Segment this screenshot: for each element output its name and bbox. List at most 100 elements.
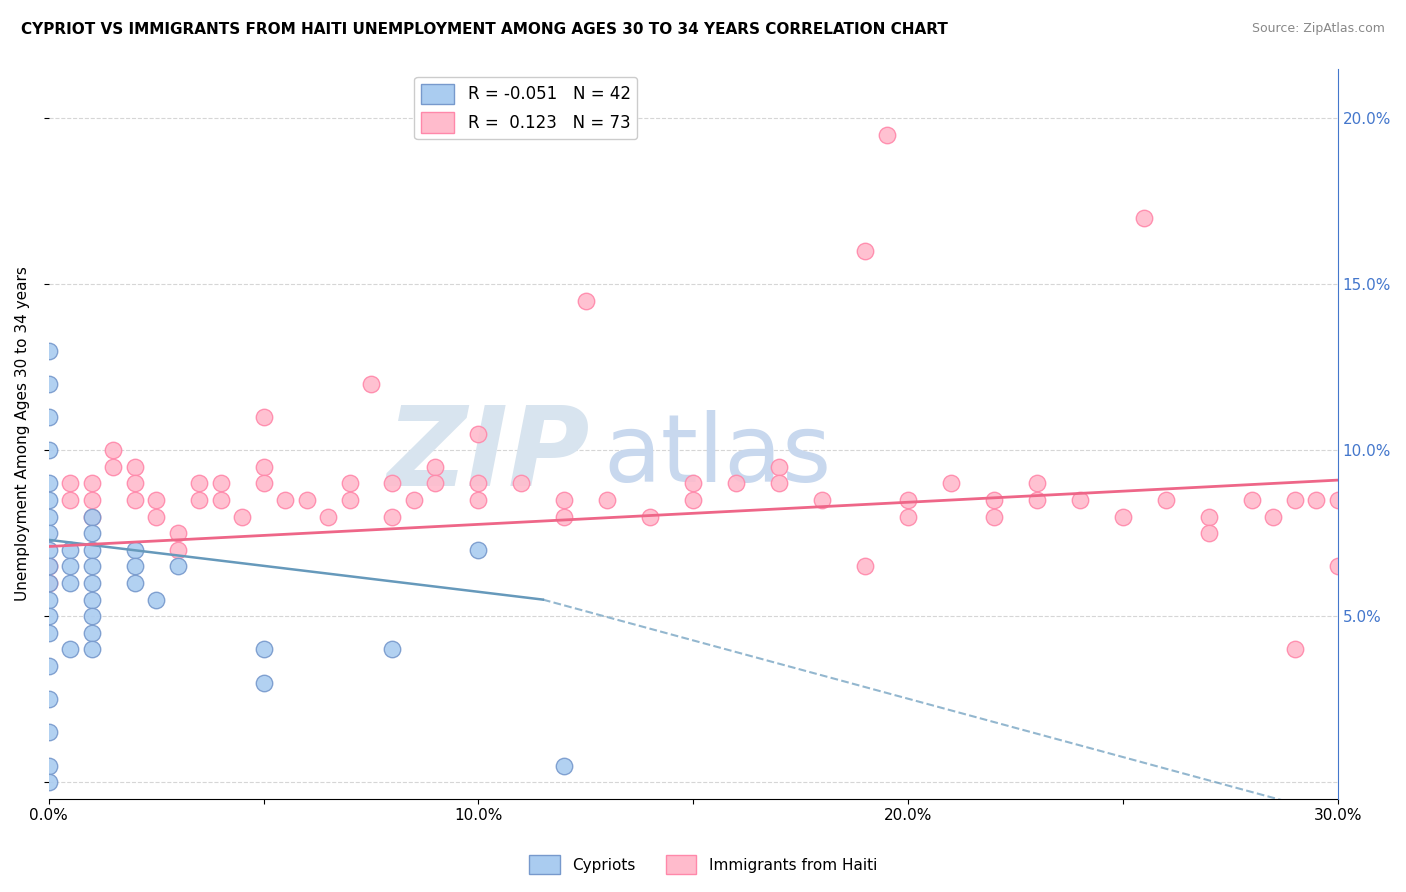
Point bbox=[360, 376, 382, 391]
Point bbox=[166, 559, 188, 574]
Point bbox=[553, 493, 575, 508]
Point bbox=[38, 559, 60, 574]
Point bbox=[983, 509, 1005, 524]
Point bbox=[1240, 493, 1263, 508]
Text: Source: ZipAtlas.com: Source: ZipAtlas.com bbox=[1251, 22, 1385, 36]
Point bbox=[38, 576, 60, 591]
Point bbox=[59, 542, 82, 557]
Point bbox=[1305, 493, 1327, 508]
Point bbox=[1133, 211, 1156, 225]
Point bbox=[145, 509, 167, 524]
Text: CYPRIOT VS IMMIGRANTS FROM HAITI UNEMPLOYMENT AMONG AGES 30 TO 34 YEARS CORRELAT: CYPRIOT VS IMMIGRANTS FROM HAITI UNEMPLO… bbox=[21, 22, 948, 37]
Point bbox=[38, 576, 60, 591]
Point bbox=[1069, 493, 1091, 508]
Point bbox=[876, 128, 898, 142]
Point bbox=[103, 443, 125, 458]
Point bbox=[316, 509, 339, 524]
Point bbox=[682, 476, 704, 491]
Point bbox=[124, 542, 146, 557]
Point bbox=[38, 758, 60, 772]
Point bbox=[145, 592, 167, 607]
Point bbox=[1326, 559, 1348, 574]
Point bbox=[1198, 526, 1220, 541]
Point bbox=[124, 559, 146, 574]
Point bbox=[1026, 493, 1049, 508]
Point bbox=[252, 410, 274, 425]
Point bbox=[80, 592, 103, 607]
Point bbox=[425, 476, 447, 491]
Point bbox=[811, 493, 834, 508]
Point bbox=[725, 476, 748, 491]
Point bbox=[80, 493, 103, 508]
Point bbox=[339, 476, 361, 491]
Point bbox=[103, 459, 125, 474]
Point bbox=[38, 625, 60, 640]
Point bbox=[124, 576, 146, 591]
Point bbox=[80, 509, 103, 524]
Point bbox=[80, 476, 103, 491]
Point bbox=[510, 476, 533, 491]
Text: ZIP: ZIP bbox=[387, 402, 591, 509]
Point bbox=[274, 493, 297, 508]
Point bbox=[38, 592, 60, 607]
Point bbox=[80, 642, 103, 657]
Point bbox=[38, 725, 60, 739]
Point bbox=[553, 758, 575, 772]
Point bbox=[80, 609, 103, 624]
Point bbox=[252, 675, 274, 690]
Point bbox=[145, 493, 167, 508]
Point bbox=[38, 692, 60, 706]
Point bbox=[897, 493, 920, 508]
Point bbox=[467, 426, 489, 441]
Point bbox=[1326, 493, 1348, 508]
Point bbox=[853, 559, 876, 574]
Point bbox=[381, 642, 404, 657]
Point bbox=[231, 509, 253, 524]
Text: atlas: atlas bbox=[603, 409, 831, 501]
Point bbox=[38, 775, 60, 789]
Point bbox=[252, 476, 274, 491]
Point bbox=[596, 493, 619, 508]
Point bbox=[467, 476, 489, 491]
Point bbox=[939, 476, 962, 491]
Point bbox=[59, 576, 82, 591]
Point bbox=[553, 509, 575, 524]
Point bbox=[252, 459, 274, 474]
Point bbox=[381, 509, 404, 524]
Point bbox=[80, 542, 103, 557]
Point bbox=[1026, 476, 1049, 491]
Point bbox=[124, 493, 146, 508]
Point bbox=[1284, 493, 1306, 508]
Point bbox=[80, 526, 103, 541]
Point bbox=[80, 576, 103, 591]
Point bbox=[575, 293, 598, 308]
Point bbox=[124, 459, 146, 474]
Point bbox=[38, 410, 60, 425]
Point bbox=[59, 493, 82, 508]
Point bbox=[80, 509, 103, 524]
Point bbox=[166, 526, 188, 541]
Point bbox=[381, 476, 404, 491]
Point bbox=[1263, 509, 1285, 524]
Point bbox=[1154, 493, 1177, 508]
Point bbox=[80, 559, 103, 574]
Point bbox=[682, 493, 704, 508]
Point bbox=[59, 642, 82, 657]
Point bbox=[768, 476, 790, 491]
Point bbox=[38, 343, 60, 358]
Point bbox=[209, 476, 232, 491]
Point bbox=[38, 526, 60, 541]
Point bbox=[188, 493, 211, 508]
Point bbox=[38, 609, 60, 624]
Legend: Cypriots, Immigrants from Haiti: Cypriots, Immigrants from Haiti bbox=[523, 849, 883, 880]
Point bbox=[166, 542, 188, 557]
Point bbox=[768, 459, 790, 474]
Point bbox=[38, 542, 60, 557]
Point bbox=[38, 443, 60, 458]
Point bbox=[38, 659, 60, 673]
Point bbox=[38, 559, 60, 574]
Point bbox=[640, 509, 662, 524]
Point bbox=[38, 493, 60, 508]
Point bbox=[402, 493, 425, 508]
Point bbox=[897, 509, 920, 524]
